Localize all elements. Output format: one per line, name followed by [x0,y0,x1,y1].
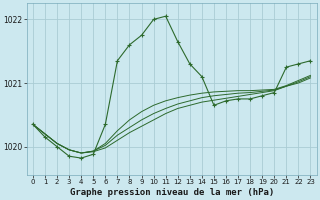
X-axis label: Graphe pression niveau de la mer (hPa): Graphe pression niveau de la mer (hPa) [69,188,274,197]
